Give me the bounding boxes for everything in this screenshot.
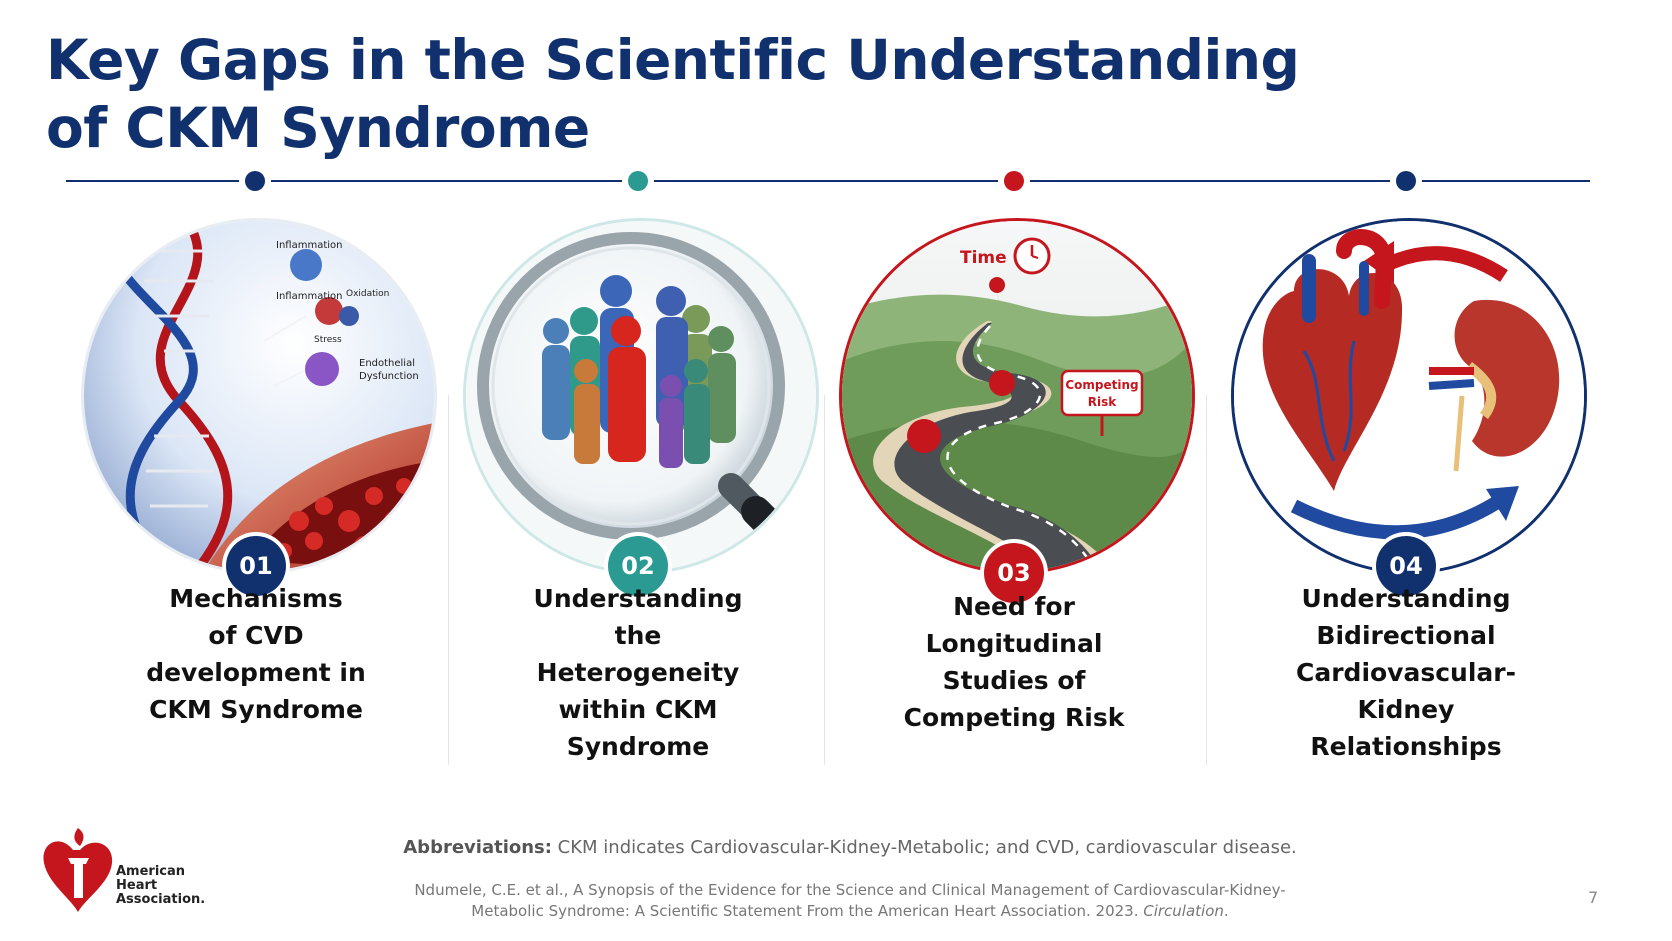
- timeline-dot-3: [1004, 171, 1024, 191]
- slide-title-line-1: Key Gaps in the Scientific Understanding: [46, 28, 1300, 92]
- citation: Ndumele, C.E. et al., A Synopsis of the …: [300, 880, 1400, 922]
- aha-heart-torch-logo: [43, 828, 113, 912]
- card-title: Need for Longitudinal Studies of Competi…: [903, 592, 1125, 732]
- gap-card-1: Inflammation Inflammation Oxidation Stre…: [66, 218, 446, 778]
- dna-artery-illustration: Inflammation Inflammation Oxidation Stre…: [81, 218, 437, 574]
- card-number-badge: 04: [1376, 536, 1436, 596]
- citation-line-1: Ndumele, C.E. et al., A Synopsis of the …: [414, 881, 1286, 899]
- aha-wordmark: American Heart Association.: [116, 864, 206, 907]
- abbreviations-label: Abbreviations:: [403, 837, 552, 858]
- slide-title-line-2: of CKM Syndrome: [46, 96, 590, 160]
- timeline-dot-1: [245, 171, 265, 191]
- abbreviations-note: Abbreviations: CKM indicates Cardiovascu…: [300, 837, 1400, 858]
- card-number-badge: 02: [608, 536, 668, 596]
- card-title: Mechanisms of CVD development in CKM Syn…: [146, 584, 366, 724]
- gap-card-2: 02 Understanding the Heterogeneity withi…: [448, 218, 828, 778]
- slide-title: Key Gaps in the Scientific Understanding…: [46, 26, 1446, 162]
- abbreviations-text: CKM indicates Cardiovascular-Kidney-Meta…: [551, 837, 1297, 858]
- label-risk: Risk: [1088, 395, 1117, 409]
- label-competing: Competing: [1065, 378, 1138, 392]
- gap-card-4: 04 Understanding Bidirectional Cardiovas…: [1216, 218, 1596, 778]
- label-inflammation-top: Inflammation: [276, 240, 342, 251]
- column-divider-3: [1206, 395, 1207, 765]
- label-inflammation-mid: Inflammation: [276, 291, 342, 302]
- card-number-badge: 01: [226, 536, 286, 596]
- label-oxidation: Oxidation: [346, 289, 389, 299]
- label-dysfunction: Dysfunction: [359, 371, 419, 382]
- timeline-dot-4: [1396, 171, 1416, 191]
- winding-road-illustration: Time Competing Risk: [839, 218, 1195, 574]
- label-stress: Stress: [314, 335, 342, 345]
- citation-line-2: Metabolic Syndrome: A Scientific Stateme…: [471, 902, 1229, 920]
- timeline-dot-2: [628, 171, 648, 191]
- card-number-badge: 03: [984, 543, 1044, 603]
- gap-card-3: Time Competing Risk 03 Need for Longitud…: [824, 218, 1204, 778]
- card-title: Understanding Bidirectional Cardiovascul…: [1296, 584, 1516, 761]
- page-number: 7: [1588, 888, 1599, 907]
- column-divider-1: [448, 395, 449, 765]
- card-title: Understanding the Heterogeneity within C…: [533, 584, 743, 761]
- magnifier-people-illustration: [463, 218, 819, 574]
- heart-kidney-illustration: [1231, 218, 1587, 574]
- label-endothelial: Endothelial: [359, 358, 415, 369]
- column-divider-2: [824, 395, 825, 765]
- label-time: Time: [960, 248, 1007, 268]
